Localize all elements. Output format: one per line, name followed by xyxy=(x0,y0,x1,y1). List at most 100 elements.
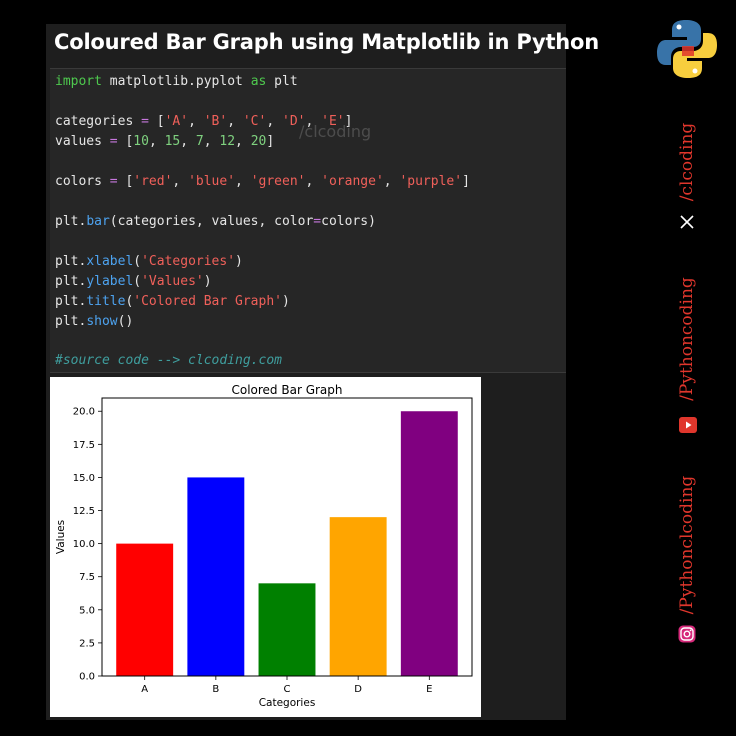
code-token: 'Values' xyxy=(141,274,204,289)
bar-d xyxy=(329,517,387,676)
code-token: , xyxy=(383,174,400,189)
python-logo-icon xyxy=(654,16,720,82)
code-token: categories xyxy=(55,114,142,129)
code-token: , xyxy=(148,134,165,149)
code-token: plt. xyxy=(55,214,87,229)
code-token: 'B' xyxy=(203,114,228,129)
code-token: 'green' xyxy=(250,174,306,189)
code-token: ] xyxy=(462,174,470,189)
code-token: as xyxy=(250,74,267,89)
code-token: , xyxy=(172,174,189,189)
x-tick-label: C xyxy=(284,684,291,695)
y-tick-label: 5.0 xyxy=(79,605,95,616)
code-token: title xyxy=(86,294,126,309)
code-token: , xyxy=(235,134,251,149)
code-token: = xyxy=(313,214,322,229)
y-axis-label: Values xyxy=(55,520,67,554)
code-token: 10 xyxy=(133,134,149,149)
code-token: 20 xyxy=(250,134,267,149)
code-token: 'C' xyxy=(242,114,267,129)
code-block: import matplotlib.pyplot as plt categori… xyxy=(50,68,566,373)
code-token: , xyxy=(266,114,282,129)
code-line-2: categories = ['A', 'B', 'C', 'D', 'E'] xyxy=(55,112,352,132)
y-tick-label: 20.0 xyxy=(73,407,95,418)
code-token: ( xyxy=(125,294,134,309)
code-token: import xyxy=(55,74,102,89)
code-token: (categories, values, color xyxy=(109,214,314,229)
sidebar-handle-instagram: /Pythonclcoding xyxy=(677,475,697,615)
code-comment: #source code --> clcoding.com xyxy=(55,353,282,368)
code-token: ] xyxy=(344,114,353,129)
x-tick-label: B xyxy=(212,684,219,695)
code-token: 'Colored Bar Graph' xyxy=(133,294,282,309)
code-token: plt. xyxy=(55,294,87,309)
code-token: [ xyxy=(117,134,134,149)
code-line-4: colors = ['red', 'blue', 'green', 'orang… xyxy=(55,172,470,192)
code-token: plt xyxy=(266,74,298,89)
code-token: plt. xyxy=(55,254,87,269)
bar-chart: A B C D E 0.0 2.5 5.0 7.5 10.0 12.5 15.0 17.5 20.0 Col… xyxy=(55,383,473,709)
y-tick-label: 15.0 xyxy=(73,473,95,484)
code-token: = xyxy=(109,174,118,189)
code-token: matplotlib.pyplot xyxy=(101,74,251,89)
code-token: = xyxy=(109,134,118,149)
code-token: 'blue' xyxy=(188,174,236,189)
code-line-1: import matplotlib.pyplot as plt xyxy=(55,72,298,92)
code-line-8: plt.title('Colored Bar Graph') xyxy=(55,292,290,312)
code-line-9: plt.show() xyxy=(55,312,133,332)
chart-title: Colored Bar Graph xyxy=(231,383,342,397)
x-axis-label: Categories xyxy=(259,697,316,709)
code-token: plt. xyxy=(55,274,87,289)
code-token: 'purple' xyxy=(399,174,463,189)
plot-frame xyxy=(101,397,473,677)
bar-a xyxy=(116,543,174,676)
code-token: xlabel xyxy=(86,254,134,269)
code-token: ( xyxy=(133,274,142,289)
watermark: /clcoding xyxy=(299,122,372,141)
code-line-3: values = [10, 15, 7, 12, 20] xyxy=(55,132,274,152)
code-token: , xyxy=(227,114,243,129)
code-token: 'D' xyxy=(282,114,306,129)
code-token: 'Categories' xyxy=(141,254,236,269)
y-tick-label: 2.5 xyxy=(79,638,95,649)
youtube-icon xyxy=(679,416,697,434)
bar-c xyxy=(258,583,316,676)
code-token: ] xyxy=(266,134,275,149)
code-token: , xyxy=(188,114,204,129)
code-token: , xyxy=(305,174,322,189)
code-token: 7 xyxy=(195,134,204,149)
code-token: , xyxy=(180,134,196,149)
code-token: ) xyxy=(203,274,212,289)
code-token: plt. xyxy=(55,314,87,329)
y-tick-label: 17.5 xyxy=(73,440,95,451)
plot-output: A B C D E 0.0 2.5 5.0 7.5 10.0 12.5 15.0 17.5 20.0 Col… xyxy=(50,377,481,717)
code-line-7: plt.ylabel('Values') xyxy=(55,272,212,292)
sidebar-handle-x: /clcoding xyxy=(677,122,697,202)
y-tick-label: 12.5 xyxy=(73,506,95,517)
code-token: , xyxy=(203,134,220,149)
y-tick-label: 7.5 xyxy=(79,572,95,583)
code-token: 12 xyxy=(219,134,236,149)
code-line-5: plt.bar(categories, values, color=colors… xyxy=(55,212,376,232)
code-token: bar xyxy=(86,214,110,229)
code-token: = xyxy=(141,114,149,129)
instagram-icon xyxy=(678,625,696,643)
code-token: 'E' xyxy=(321,114,345,129)
code-token: colors) xyxy=(321,214,376,229)
code-token: () xyxy=(117,314,134,329)
bar-b xyxy=(187,477,245,676)
code-token: show xyxy=(86,314,118,329)
x-tick-label: A xyxy=(141,684,148,695)
bar-e xyxy=(400,411,458,676)
code-token: ( xyxy=(133,254,142,269)
code-token: 'red' xyxy=(133,174,173,189)
code-token: 'A' xyxy=(164,114,189,129)
code-token: , xyxy=(305,114,322,129)
code-token: values xyxy=(55,134,110,149)
x-tick-label: E xyxy=(426,684,432,695)
y-tick-label: 10.0 xyxy=(73,539,95,550)
code-token: 'orange' xyxy=(321,174,384,189)
x-logo-icon xyxy=(679,214,695,230)
y-tick-label: 0.0 xyxy=(79,672,95,683)
code-token: colors xyxy=(55,174,110,189)
